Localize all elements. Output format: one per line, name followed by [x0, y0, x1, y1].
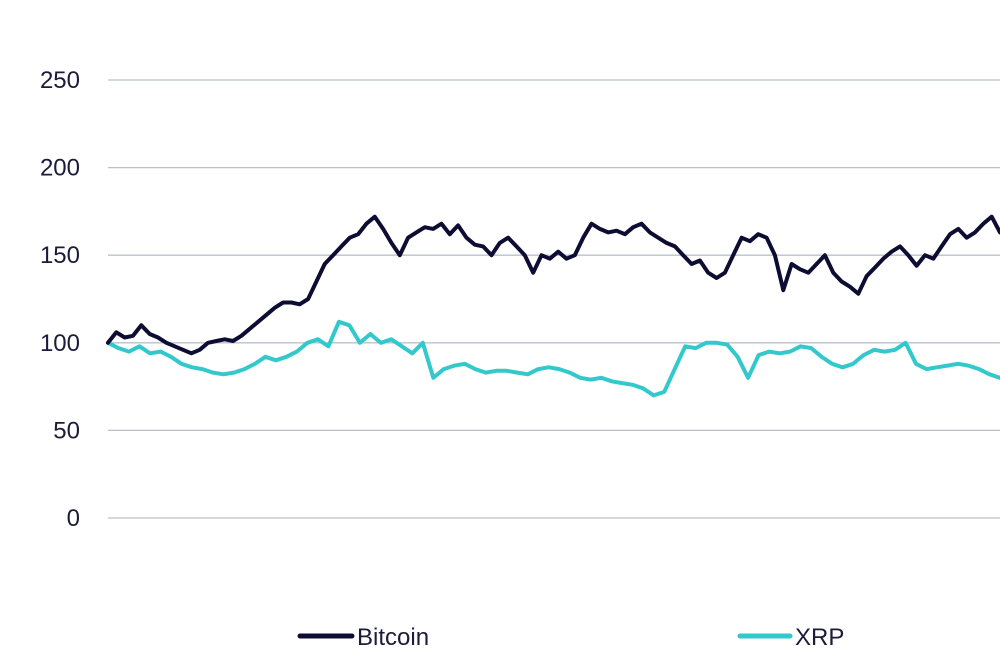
legend-item-xrp: XRP — [737, 624, 844, 651]
y-tick-label: 0 — [67, 505, 80, 532]
series-layer — [106, 214, 1000, 398]
y-axis-ticks: 0 50 100 150 200 250 — [40, 67, 80, 532]
y-tick-label: 50 — [53, 417, 80, 444]
legend-item-bitcoin: Bitcoin — [297, 624, 429, 651]
legend: Bitcoin XRP — [297, 624, 844, 651]
y-tick-label: 150 — [40, 242, 80, 269]
y-tick-label: 100 — [40, 330, 80, 357]
y-tick-label: 200 — [40, 155, 80, 182]
grid-lines — [108, 79, 1000, 519]
legend-label-bitcoin: Bitcoin — [357, 624, 429, 651]
y-tick-label: 250 — [40, 67, 80, 94]
legend-label-xrp: XRP — [795, 624, 844, 651]
series-line-bitcoin — [106, 214, 1000, 356]
series-line-xrp — [106, 319, 1000, 398]
